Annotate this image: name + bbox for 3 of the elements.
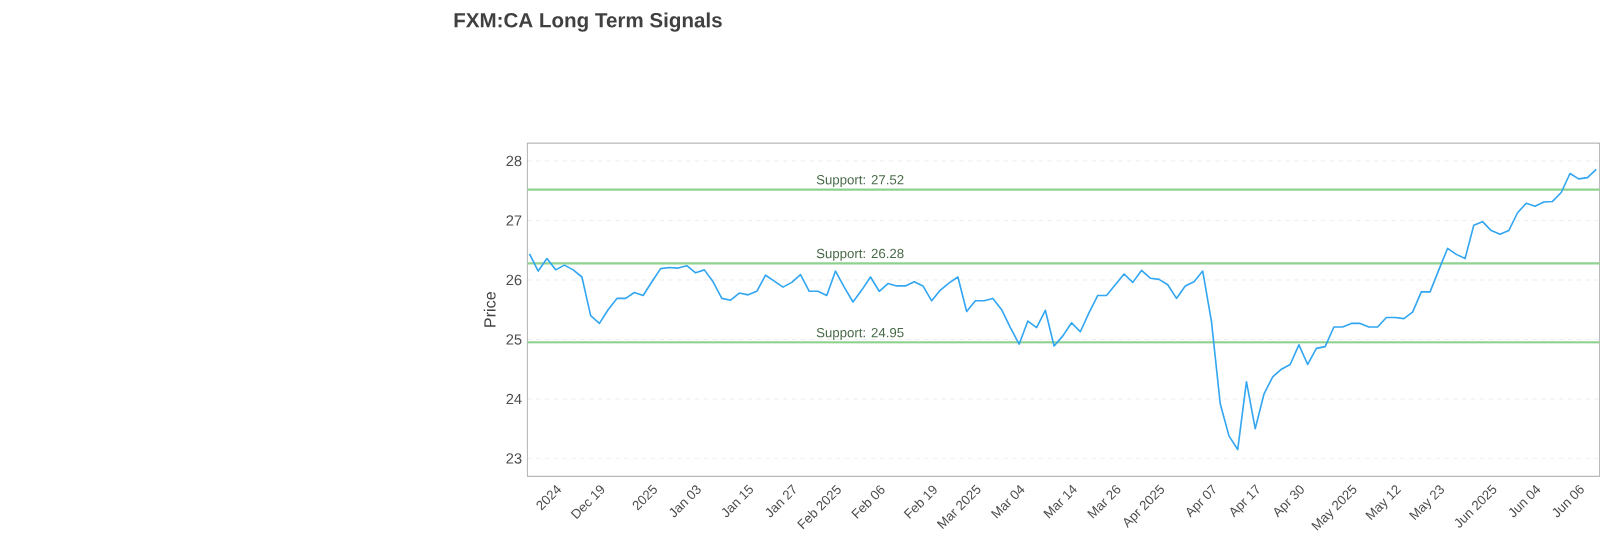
y-axis-title: Price xyxy=(483,291,496,327)
chart-title: FXM:CA Long Term Signals xyxy=(454,12,722,32)
line-series xyxy=(528,168,1598,451)
